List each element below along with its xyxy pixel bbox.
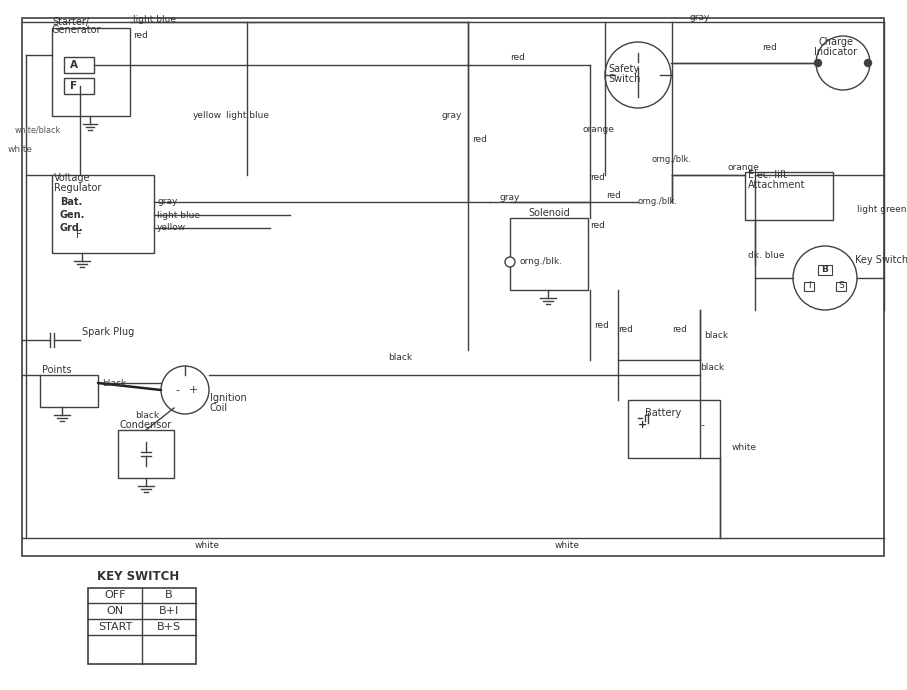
Text: Battery: Battery [645, 408, 681, 418]
Text: -: - [175, 385, 179, 395]
Text: F: F [70, 81, 77, 91]
Text: white/black: white/black [15, 126, 61, 135]
Text: Ignition: Ignition [210, 393, 247, 403]
Bar [40, 375, 98, 407]
Text: Gen.: Gen. [60, 210, 85, 220]
Bar [628, 400, 720, 458]
Text: black: black [704, 331, 728, 339]
Bar [804, 282, 814, 291]
Bar [510, 218, 588, 290]
Text: F: F [76, 230, 82, 240]
Text: I: I [808, 282, 810, 290]
Text: A: A [70, 60, 78, 70]
Bar [818, 265, 832, 275]
Text: Generator: Generator [52, 25, 102, 35]
Text: Switch: Switch [608, 74, 640, 84]
Circle shape [505, 257, 515, 267]
Text: Voltage: Voltage [54, 173, 91, 183]
Circle shape [793, 246, 857, 310]
Text: +: + [638, 420, 651, 430]
Text: red: red [672, 326, 687, 335]
Text: Spark Plug: Spark Plug [82, 327, 134, 337]
Text: light green: light green [857, 206, 907, 215]
Text: Regulator: Regulator [54, 183, 102, 193]
Text: Solenoid: Solenoid [528, 208, 570, 218]
Text: red: red [590, 173, 605, 182]
Text: white: white [195, 540, 220, 549]
Text: white: white [7, 146, 33, 155]
Text: START: START [98, 622, 132, 632]
Text: black: black [135, 411, 159, 420]
Text: red: red [133, 30, 148, 39]
Text: Coil: Coil [210, 403, 229, 413]
Text: Points: Points [42, 365, 72, 375]
Bar [52, 175, 154, 253]
Text: Indicator: Indicator [814, 47, 857, 57]
Text: black: black [388, 353, 412, 362]
Text: Condensor: Condensor [120, 420, 172, 430]
Text: Charge: Charge [818, 37, 853, 47]
Text: -: - [700, 420, 704, 430]
Bar [64, 78, 94, 94]
Text: S: S [838, 282, 844, 290]
Text: ON: ON [106, 606, 123, 616]
Bar [118, 430, 174, 478]
Text: Grd.: Grd. [60, 223, 83, 233]
Bar [22, 18, 884, 556]
Circle shape [605, 42, 671, 108]
Text: red: red [594, 320, 609, 330]
Circle shape [814, 59, 822, 66]
Text: Safety: Safety [608, 64, 639, 74]
Text: B: B [822, 266, 828, 275]
Text: red: red [762, 43, 777, 52]
Bar [745, 172, 833, 220]
Text: dk. blue: dk. blue [748, 250, 785, 259]
Text: red: red [472, 135, 487, 144]
Text: orng./blk.: orng./blk. [520, 257, 563, 266]
Text: gray: gray [690, 12, 710, 21]
Text: black: black [102, 379, 126, 388]
Text: +: + [189, 385, 198, 395]
Text: B+I: B+I [159, 606, 179, 616]
Text: orng./blk.: orng./blk. [638, 197, 678, 206]
Text: Starter/: Starter/ [52, 17, 89, 27]
Text: white: white [555, 540, 580, 549]
Text: gray: gray [157, 197, 178, 206]
Text: black: black [700, 364, 724, 373]
Text: Elec. lift: Elec. lift [748, 170, 787, 180]
Text: KEY SWITCH: KEY SWITCH [97, 571, 179, 584]
Text: orange: orange [728, 164, 760, 172]
Text: gray: gray [442, 110, 462, 119]
Text: yellow: yellow [192, 110, 221, 119]
Text: gray: gray [500, 193, 521, 201]
Bar [52, 28, 130, 116]
Circle shape [816, 36, 870, 90]
Text: Bat.: Bat. [60, 197, 83, 207]
Text: Key Switch: Key Switch [855, 255, 907, 265]
Text: B: B [165, 590, 173, 600]
Text: orange: orange [582, 126, 614, 135]
Text: light blue: light blue [226, 110, 268, 119]
Text: red: red [590, 221, 605, 230]
Text: red: red [510, 54, 525, 63]
Text: Attachment: Attachment [748, 180, 805, 190]
Bar [64, 57, 94, 73]
Text: OFF: OFF [104, 590, 126, 600]
Bar [88, 588, 196, 664]
Text: yellow: yellow [157, 224, 186, 233]
Text: white: white [732, 444, 757, 453]
Bar [836, 282, 846, 291]
Circle shape [161, 366, 209, 414]
Circle shape [864, 59, 872, 66]
Text: light blue: light blue [157, 210, 200, 219]
Text: B+S: B+S [157, 622, 181, 632]
Text: red: red [618, 326, 633, 335]
Text: orng./blk.: orng./blk. [652, 155, 692, 164]
Text: light blue: light blue [133, 15, 176, 25]
Text: red: red [606, 190, 621, 199]
